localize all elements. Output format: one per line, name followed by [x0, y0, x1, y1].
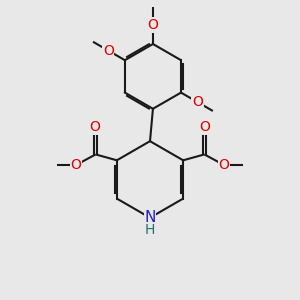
Text: H: H	[145, 223, 155, 237]
Text: O: O	[103, 44, 114, 58]
Text: O: O	[192, 95, 203, 109]
Text: N: N	[144, 210, 156, 225]
Text: O: O	[70, 158, 81, 172]
Text: O: O	[219, 158, 230, 172]
Text: O: O	[148, 18, 158, 32]
Text: O: O	[200, 120, 210, 134]
Text: O: O	[90, 120, 101, 134]
